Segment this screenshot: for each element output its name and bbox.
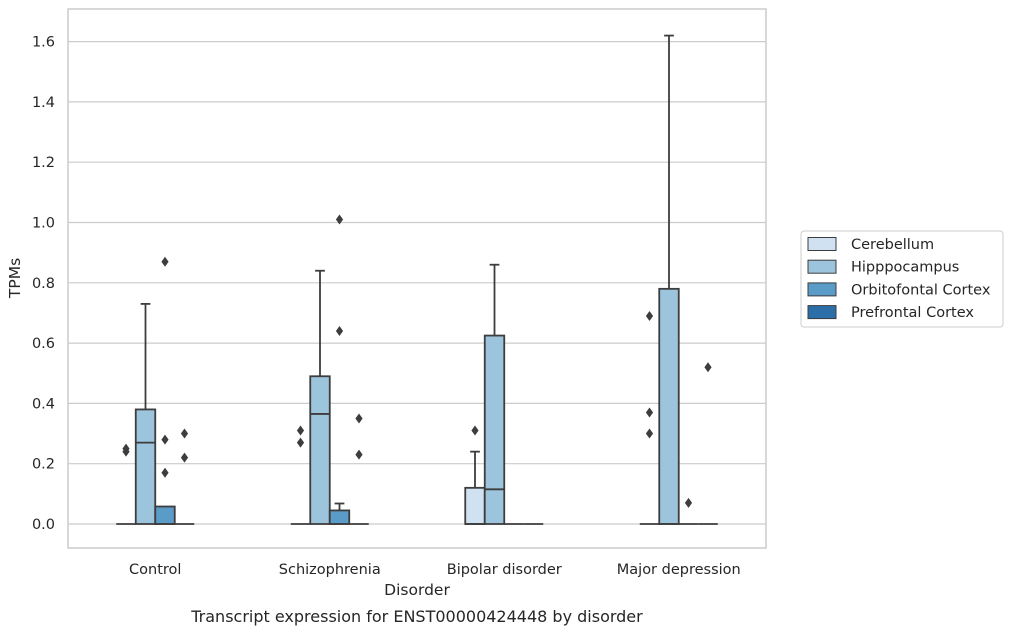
outlier-point [645,428,654,439]
box [349,413,369,525]
x-tick-label: Control [129,562,181,578]
y-tick-label: 0.0 [32,517,55,533]
legend-swatch [807,305,837,320]
box [698,362,718,525]
outlier-point [684,497,693,508]
box [483,263,506,525]
series-hipppocampus [134,34,680,525]
y-axis-ticks: 0.0 0.2 0.4 0.6 0.8 1.0 1.2 1.4 1.6 [32,35,55,533]
y-tick-label: 1.4 [32,95,55,111]
outlier-point [161,434,169,445]
outlier-point [355,413,363,424]
box [678,497,699,525]
outlier-point [704,362,712,373]
outlier-point [645,407,654,418]
outlier-point [180,428,189,439]
y-tick-label: 0.6 [32,336,55,352]
box [116,443,136,525]
figure-caption: Transcript expression for ENST0000042444… [190,607,643,626]
outlier-point [122,443,130,454]
box-series [116,34,718,525]
y-tick-label: 1.2 [32,155,55,171]
x-axis-label: Disorder [384,581,450,599]
legend-entry: Cerebellum [807,237,934,253]
box-body [309,375,331,525]
x-tick-label: Major depression [617,562,741,578]
box [174,428,195,525]
box [464,425,486,525]
box [309,269,331,525]
box [658,34,680,525]
x-tick-label: Schizophrenia [279,562,381,578]
series-prefrontal-cortex [174,362,718,525]
outlier-point [471,425,479,436]
y-tick-label: 0.8 [32,276,55,292]
x-axis-ticks: Control Schizophrenia Bipolar disorder Majo… [129,562,741,578]
outlier-point [180,452,189,463]
outlier-point [335,214,344,225]
outlier-point [296,425,305,436]
y-tick-label: 0.2 [32,457,55,473]
legend-entries: Cerebellum Hipppocampus Orbitofontal Corte… [807,237,991,321]
box-body [658,287,680,525]
outlier-point [335,326,344,337]
outlier-point [645,310,654,321]
box-body [154,505,176,525]
y-tick-label: 1.0 [32,216,55,232]
box [134,303,157,525]
box-body [464,486,486,525]
outlier-point [355,449,363,460]
outlier-point [296,437,305,448]
legend-swatch [807,282,837,297]
legend: Cerebellum Hipppocampus Orbitofontal Corte… [800,230,1004,328]
legend-entry: Hipppocampus [807,259,959,276]
gridlines [68,40,766,525]
outlier-point [161,256,169,267]
box-body [328,509,351,525]
legend-swatch [807,237,837,251]
legend-label: Hipppocampus [851,260,959,276]
outlier-point [161,467,169,478]
plot-area-frame [67,8,767,549]
legend-entry: Prefrontal Cortex [807,305,974,321]
y-tick-label: 0.4 [32,396,55,412]
y-axis-label: TPMs [6,258,24,299]
y-tick-label: 1.6 [32,35,55,51]
legend-frame [800,230,1004,328]
series-orbitofontal-cortex [154,214,699,525]
legend-swatch [807,259,837,274]
legend-label: Orbitofontal Cortex [851,282,991,298]
legend-label: Prefrontal Cortex [851,305,974,321]
box [639,310,660,525]
legend-label: Cerebellum [851,237,934,253]
legend-entry: Orbitofontal Cortex [807,282,991,298]
box [154,256,176,525]
box-body [134,408,157,525]
x-tick-label: Bipolar disorder [447,562,562,578]
box [328,214,351,525]
box-body [483,334,506,525]
box [290,425,311,525]
series-cerebellum [116,310,660,525]
